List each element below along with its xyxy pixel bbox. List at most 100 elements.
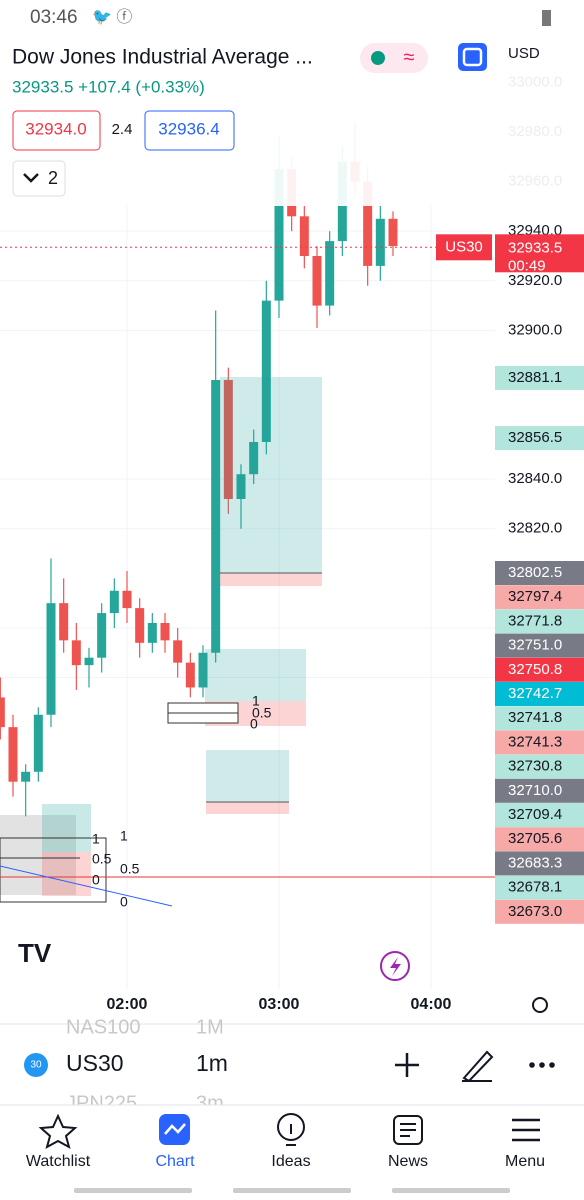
candle-body [363, 181, 373, 266]
y-tick-label: 32840.0 [508, 470, 562, 487]
price-label: 32797.4 [508, 588, 562, 605]
price-scale: 33000.032980.032960.032940.032920.032900… [436, 73, 584, 924]
y-tick-label: 32920.0 [508, 272, 562, 289]
news-icon[interactable] [393, 1115, 423, 1145]
battery [542, 10, 551, 26]
fib-level: 0.5 [120, 861, 140, 877]
layers-toggle[interactable] [12, 160, 66, 197]
price-label: 32881.1 [508, 369, 562, 386]
candle-body [109, 590, 119, 614]
sell-button[interactable] [12, 110, 101, 151]
drawings [0, 377, 495, 907]
lightning-button[interactable] [380, 951, 410, 981]
ask: 32936.4 [158, 119, 219, 138]
nav-label[interactable]: News [388, 1153, 428, 1170]
last-price-badge [495, 234, 584, 273]
price-label-bg [495, 875, 584, 900]
price-label: 32710.0 [508, 782, 562, 799]
price-label-bg [495, 682, 584, 706]
price-label-bg [495, 778, 584, 803]
price-label: 32673.0 [508, 903, 562, 920]
add-button[interactable] [395, 1053, 419, 1077]
symbol[interactable]: US30 [66, 1050, 124, 1076]
chevron [23, 173, 39, 183]
price-label-bg [495, 657, 584, 682]
candle-body [261, 300, 271, 442]
fib-box [0, 837, 107, 903]
gesture-bar [233, 1188, 351, 1193]
candle-body [274, 169, 284, 301]
price-label-bg [495, 609, 584, 634]
price-label-bg [495, 561, 584, 585]
market-status[interactable] [360, 43, 428, 73]
status-icons: 🐦 ⓕ [92, 8, 132, 26]
price-label-bg [495, 633, 584, 658]
fib-level: 0.5 [252, 705, 272, 721]
loss-zone [206, 802, 289, 814]
gesture-bar [74, 1188, 192, 1193]
quote: 32933.5 +107.4 (+0.33%) [12, 77, 205, 96]
loss-zone [220, 573, 322, 586]
x-tick-label: 04:00 [411, 996, 452, 1013]
status-dot [371, 51, 385, 65]
settings-icon[interactable] [532, 997, 548, 1013]
price-label-bg [495, 706, 584, 731]
price-label: 32741.8 [508, 709, 562, 726]
candle-body [122, 590, 132, 609]
candle-body [8, 727, 18, 782]
y-tick-label: 32820.0 [508, 520, 562, 537]
price-label-bg [495, 827, 584, 852]
tv-logo: TV [18, 938, 52, 968]
nav-labels: Watchlist Chart Ideas News Menu [26, 1153, 545, 1170]
nav-bar [0, 1105, 584, 1200]
buy-button[interactable] [144, 110, 235, 151]
price-label: 32771.8 [508, 612, 562, 629]
fullscreen-icon [462, 47, 483, 67]
nav-label[interactable]: Watchlist [26, 1153, 91, 1170]
price-label: 32741.3 [508, 733, 562, 750]
draw-button[interactable] [462, 1050, 494, 1083]
nav-label[interactable]: Ideas [271, 1153, 310, 1170]
fib-level: 1 [120, 828, 128, 844]
price-label-bg [495, 754, 584, 779]
nav-label[interactable]: Menu [505, 1153, 545, 1170]
currency[interactable]: USD [508, 45, 540, 62]
candle-body [84, 657, 94, 666]
fib-level: 0 [250, 716, 258, 732]
prev-interval: 1M [196, 1016, 224, 1038]
candle-body [198, 652, 208, 688]
ideas-icon-detail [286, 1124, 296, 1146]
candle-body [160, 622, 170, 641]
candle-body [33, 714, 43, 772]
price-label: 32742.7 [508, 685, 562, 702]
price-label: 32856.5 [508, 429, 562, 446]
price-label: 32802.5 [508, 564, 562, 581]
candle-body [135, 608, 145, 643]
news-icon-lines [400, 1123, 416, 1137]
candle-body [147, 622, 157, 643]
nav-label[interactable]: Chart [155, 1153, 195, 1170]
candle-body [21, 771, 31, 782]
candle-body [185, 662, 195, 688]
fullscreen-button[interactable] [458, 43, 487, 71]
interval[interactable]: 1m [196, 1050, 228, 1076]
watchlist-icon[interactable] [38, 1113, 78, 1150]
more-button[interactable] [529, 1062, 555, 1068]
price-label: 32709.4 [508, 806, 562, 823]
symbol-tag [436, 234, 492, 261]
range-box [0, 815, 76, 895]
candle-body [312, 255, 322, 306]
candle-body [97, 613, 107, 658]
last-price: 32933.5 [508, 239, 562, 256]
chart-icon-line [164, 1123, 186, 1135]
layers-count: 2 [48, 168, 58, 188]
price-label: 32678.1 [508, 879, 562, 896]
candle-body [173, 640, 183, 663]
menu-icon[interactable] [512, 1118, 540, 1142]
price-label-bg [495, 803, 584, 827]
price-label: 32705.6 [508, 830, 562, 847]
candle-body [325, 241, 335, 306]
profit-zone [42, 804, 91, 852]
ideas-icon[interactable] [277, 1113, 305, 1141]
